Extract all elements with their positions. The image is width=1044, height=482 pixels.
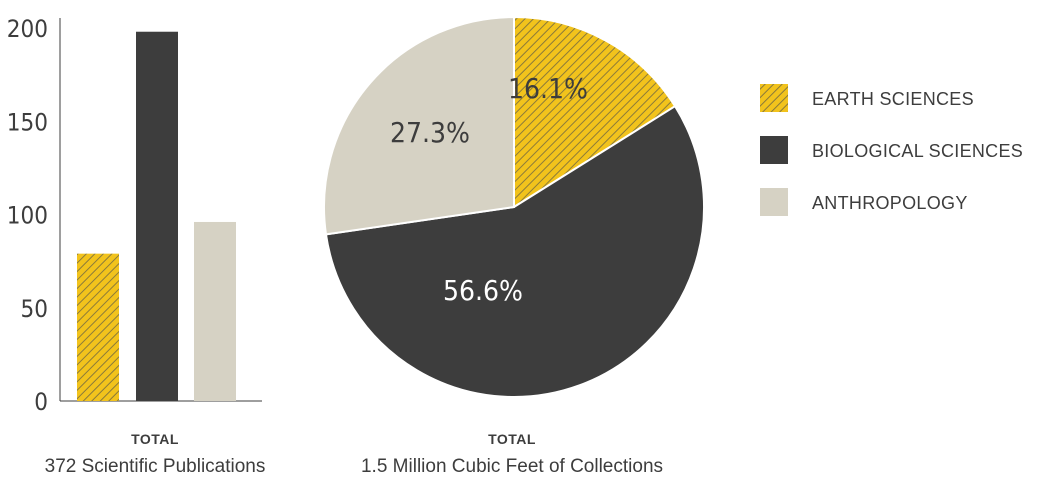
pie-label-earth: 16.1% — [508, 72, 588, 105]
pie-label-anthropology: 27.3% — [390, 116, 470, 149]
bar-anthropology — [194, 221, 236, 401]
pie-caption-text: 1.5 Million Cubic Feet of Collections — [361, 456, 663, 477]
y-tick-label: 50 — [21, 295, 48, 323]
bar-chart: 0 50 100 150 200 TOTAL 372 Scientific Public… — [7, 15, 266, 477]
y-tick-label: 0 — [34, 388, 48, 416]
y-tick-label: 100 — [7, 202, 48, 230]
legend: EARTH SCIENCES BIOLOGICAL SCIENCES ANTHR… — [760, 84, 1023, 216]
pie-slice-biological — [324, 104, 705, 398]
y-tick-labels: 0 50 100 150 200 — [7, 15, 48, 416]
pie-slice-anthropology — [323, 15, 515, 236]
legend-swatch-earth — [760, 84, 788, 112]
pie-caption-head: TOTAL — [488, 431, 536, 447]
y-tick-label: 200 — [7, 15, 48, 43]
y-tick-label: 150 — [7, 108, 48, 136]
pie-chart: 16.1% 56.6% 27.3% TOTAL 1.5 Million Cubic … — [323, 15, 705, 477]
legend-swatch-biological — [760, 136, 788, 164]
legend-label-biological: BIOLOGICAL SCIENCES — [812, 141, 1023, 161]
pie-label-biological: 56.6% — [443, 274, 523, 307]
bars — [77, 31, 236, 401]
pie-slice-earth — [513, 15, 677, 209]
legend-label-earth: EARTH SCIENCES — [812, 89, 974, 109]
bar-earth — [77, 253, 119, 401]
pie-slice-labels: 16.1% 56.6% 27.3% — [390, 72, 588, 307]
bar-caption-text: 372 Scientific Publications — [45, 456, 266, 477]
bar-biological — [136, 31, 178, 401]
bar-caption-head: TOTAL — [131, 431, 179, 447]
pie-slices — [323, 15, 705, 398]
legend-swatch-anthropology — [760, 188, 788, 216]
legend-label-anthropology: ANTHROPOLOGY — [812, 193, 968, 213]
